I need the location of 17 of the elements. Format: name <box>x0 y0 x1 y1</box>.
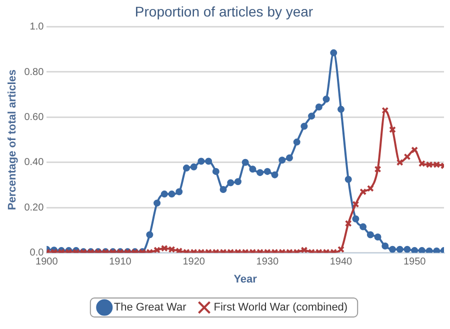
x-axis-title: Year <box>234 273 258 286</box>
x-tick-label: 1940 <box>330 256 353 268</box>
y-tick-label: 0.40 <box>24 157 44 168</box>
y-tick-label: 0.60 <box>24 112 44 123</box>
y-tick-label: 0.0 <box>30 248 44 259</box>
legend-label: The Great War <box>114 302 187 314</box>
y-tick-label: 1.0 <box>30 22 44 33</box>
x-tick-label: 1910 <box>109 256 132 268</box>
legend-label: First World War (combined) <box>214 302 348 314</box>
x-tick-label: 1920 <box>182 256 206 268</box>
y-tick-label: 0.80 <box>24 66 44 78</box>
x-tick-label: 1930 <box>256 256 279 268</box>
chart-title: Proportion of articles by year <box>134 3 314 20</box>
x-tick-label: 1950 <box>403 256 426 268</box>
y-axis-title: Percentage of total articles <box>6 69 19 210</box>
x-tick-label: 1900 <box>36 256 58 268</box>
y-tick-label: 0.20 <box>24 202 44 214</box>
